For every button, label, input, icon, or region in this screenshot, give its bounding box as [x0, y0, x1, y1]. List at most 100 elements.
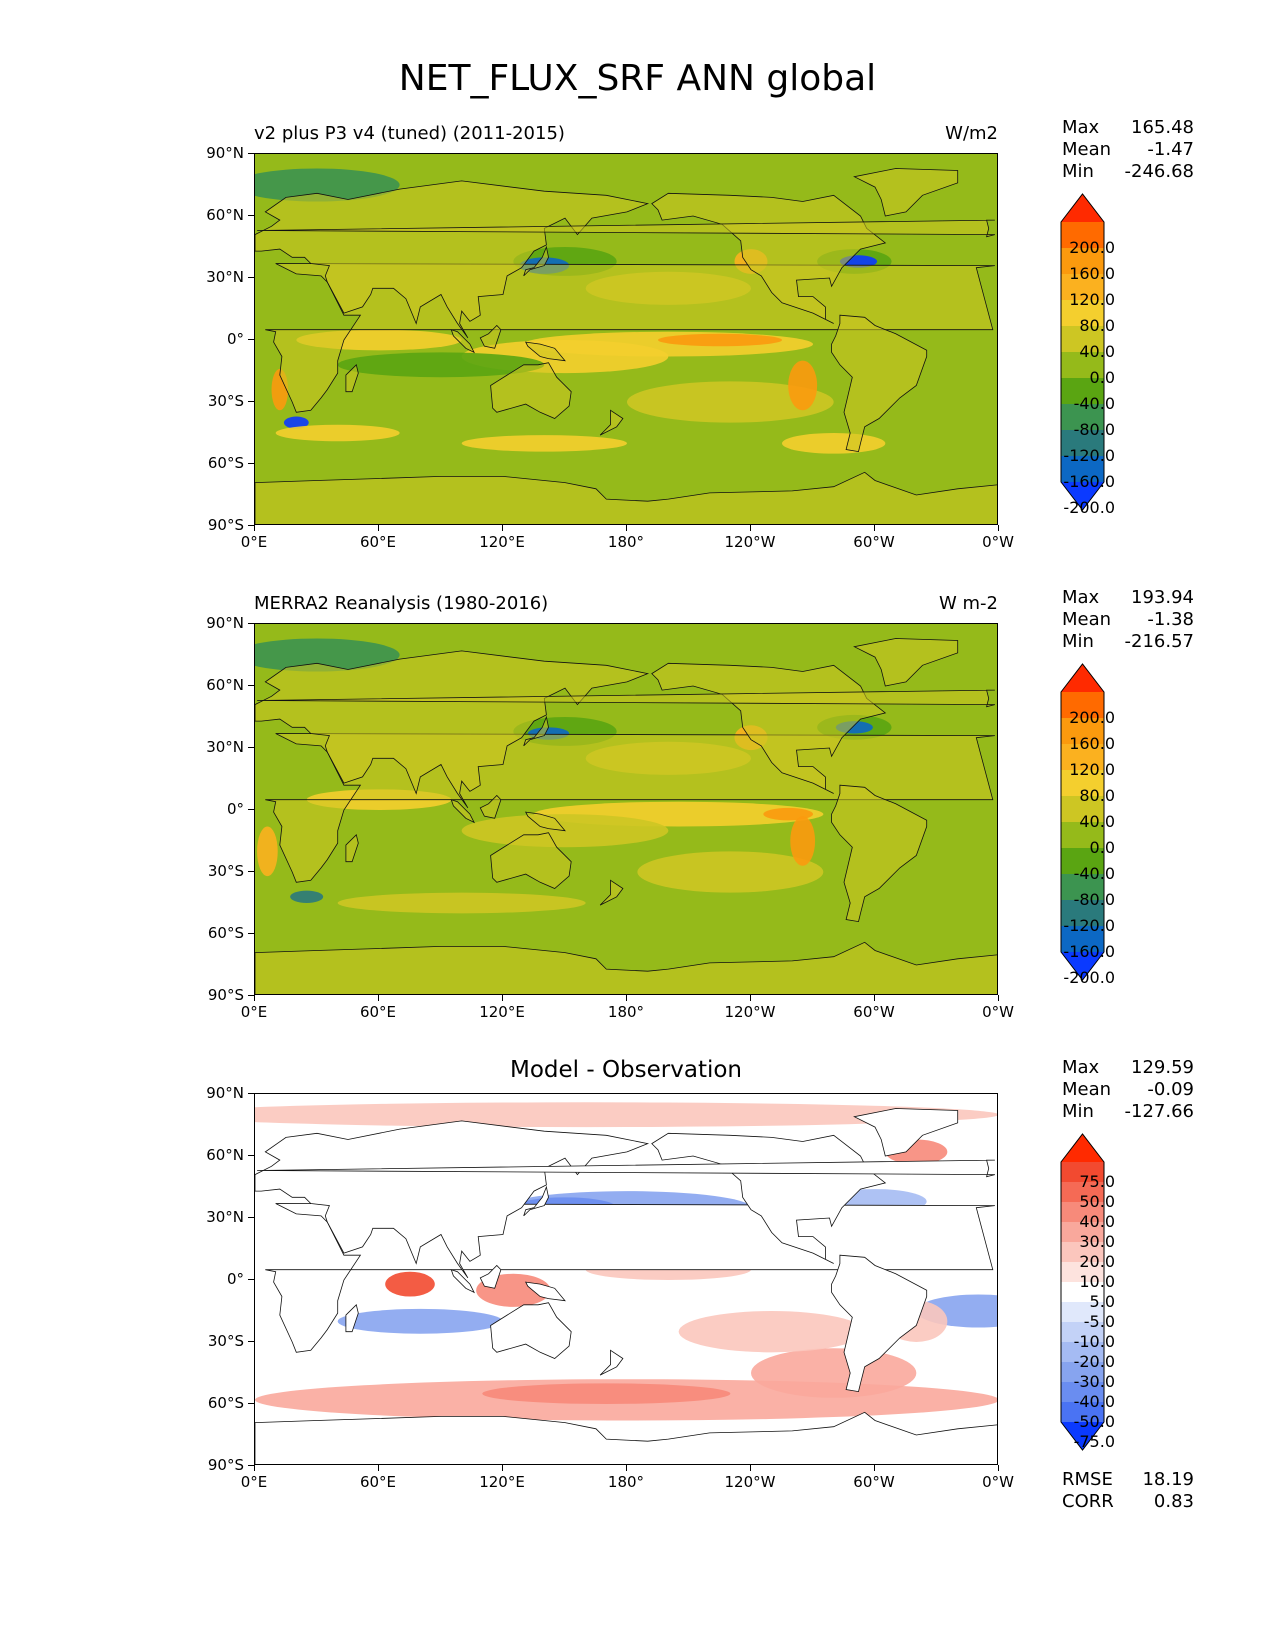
- lat-tick-label: 60°N: [206, 1146, 244, 1164]
- lon-tick-label: 60°W: [853, 1473, 895, 1491]
- colorbar-bin: [1061, 1222, 1104, 1243]
- colorbar-label: -40.0: [1073, 1392, 1115, 1411]
- field-anomaly: [658, 333, 782, 347]
- stats-row-min: Min -216.57: [1062, 631, 1194, 653]
- panel-units: W m-2: [938, 593, 998, 614]
- field-anomaly: [637, 851, 824, 893]
- stat-label: Max: [1062, 117, 1100, 138]
- colorbar-bin: [1061, 456, 1104, 483]
- coastline-new-guinea: [524, 1281, 566, 1302]
- lat-tick-mark: [248, 525, 254, 526]
- lon-tick-label: 60°E: [359, 1473, 397, 1491]
- colorbar-label: 120.0: [1069, 760, 1115, 779]
- colorbar-label: -120.0: [1063, 916, 1115, 935]
- lat-tick-mark: [248, 995, 254, 996]
- colorbar-label: 5.0: [1089, 1292, 1115, 1311]
- lon-tick-mark: [750, 525, 751, 531]
- stats-block: Max 165.48 Mean -1.47 Min -246.68: [1062, 117, 1194, 183]
- stat-value: -216.57: [1124, 631, 1194, 652]
- colorbar-label: -200.0: [1063, 498, 1115, 517]
- colorbar-bin: [1061, 1282, 1104, 1303]
- colorbar-bin: [1061, 900, 1104, 927]
- coastline-new-zealand: [599, 879, 624, 906]
- coastline-south-america: [831, 1254, 928, 1393]
- coastline-greenland: [853, 1108, 959, 1157]
- field-anomaly: [255, 638, 400, 672]
- colorbar-bin: [1061, 874, 1104, 901]
- lon-tick-mark: [626, 1465, 627, 1471]
- colorbar-label: -80.0: [1073, 890, 1115, 909]
- coastline-australia: [490, 362, 572, 419]
- map-panel: [254, 153, 998, 525]
- metric-row-corr: CORR 0.83: [1062, 1491, 1194, 1513]
- lon-tick-label: 0°E: [240, 533, 268, 551]
- lat-tick-label: 0°: [226, 1270, 244, 1288]
- lon-tick-label: 120°W: [724, 533, 776, 551]
- colorbar-label: -5.0: [1083, 1312, 1115, 1331]
- colorbar-label: -80.0: [1073, 420, 1115, 439]
- stat-value: -1.47: [1147, 139, 1194, 160]
- lat-tick-label: 0°: [226, 800, 244, 818]
- lon-tick-mark: [998, 995, 999, 1001]
- coastline-uk: [257, 1159, 995, 1178]
- lat-tick-mark: [248, 153, 254, 154]
- colorbar-bin: [1061, 222, 1104, 249]
- lon-tick-label: 180°: [607, 1003, 645, 1021]
- lon-tick-mark: [502, 1465, 503, 1471]
- lon-tick-label: 60°W: [853, 1003, 895, 1021]
- colorbar-bin: [1061, 274, 1104, 301]
- coastline-new-guinea: [524, 341, 566, 362]
- stat-value: -246.68: [1124, 161, 1194, 182]
- field-anomaly: [255, 1102, 997, 1128]
- lat-tick-mark: [248, 1403, 254, 1404]
- field-anomaly: [790, 816, 816, 866]
- colorbar-label: 160.0: [1069, 264, 1115, 283]
- lon-tick-label: 120°W: [724, 1003, 776, 1021]
- lat-tick-label: 30°N: [206, 738, 244, 756]
- coastline-greenland: [853, 638, 959, 687]
- colorbar-label: 30.0: [1079, 1232, 1115, 1251]
- stat-label: Max: [1062, 587, 1100, 608]
- lat-tick-mark: [248, 401, 254, 402]
- stats-row-max: Max 193.94: [1062, 587, 1194, 609]
- colorbar-bin: [1061, 352, 1104, 379]
- stats-row-max: Max 165.48: [1062, 117, 1194, 139]
- colorbar: [1060, 1133, 1105, 1451]
- lon-tick-mark: [626, 525, 627, 531]
- metric-label: CORR: [1062, 1491, 1114, 1512]
- coastline-south-america: [831, 784, 928, 923]
- lat-tick-mark: [248, 747, 254, 748]
- colorbar-max-extend: [1061, 194, 1104, 222]
- map-canvas: [255, 154, 997, 524]
- lat-tick-mark: [248, 215, 254, 216]
- coastline-eurasia: [255, 1120, 650, 1279]
- map-canvas: [255, 1094, 997, 1464]
- field-anomaly: [385, 1271, 435, 1297]
- colorbar-min-extend: [1061, 952, 1104, 980]
- field-anomaly: [337, 1308, 503, 1334]
- lon-tick-label: 60°W: [853, 533, 895, 551]
- colorbar-label: 200.0: [1069, 708, 1115, 727]
- coastline-antarctica: [255, 471, 997, 524]
- lon-tick-mark: [254, 995, 255, 1001]
- coastline-madagascar: [345, 1304, 359, 1333]
- colorbar-label: 40.0: [1079, 1212, 1115, 1231]
- colorbar-label: 0.0: [1089, 838, 1115, 857]
- lon-tick-mark: [874, 995, 875, 1001]
- coastline-antarctica: [255, 941, 997, 994]
- lat-tick-label: 0°: [226, 330, 244, 348]
- lon-tick-mark: [750, 1465, 751, 1471]
- colorbar-bin: [1061, 430, 1104, 457]
- lon-tick-mark: [254, 525, 255, 531]
- lon-tick-mark: [998, 1465, 999, 1471]
- lat-tick-label: 90°N: [206, 614, 244, 632]
- field-anomaly: [461, 435, 627, 452]
- figure-title: NET_FLUX_SRF ANN global: [398, 58, 877, 99]
- colorbar-label: -160.0: [1063, 942, 1115, 961]
- coastline-uk: [257, 689, 995, 708]
- colorbar-label: 200.0: [1069, 238, 1115, 257]
- coastline-borneo: [479, 1264, 502, 1289]
- lon-tick-label: 0°W: [982, 533, 1014, 551]
- colorbar-label: 20.0: [1079, 1252, 1115, 1271]
- field-anomaly: [337, 892, 586, 914]
